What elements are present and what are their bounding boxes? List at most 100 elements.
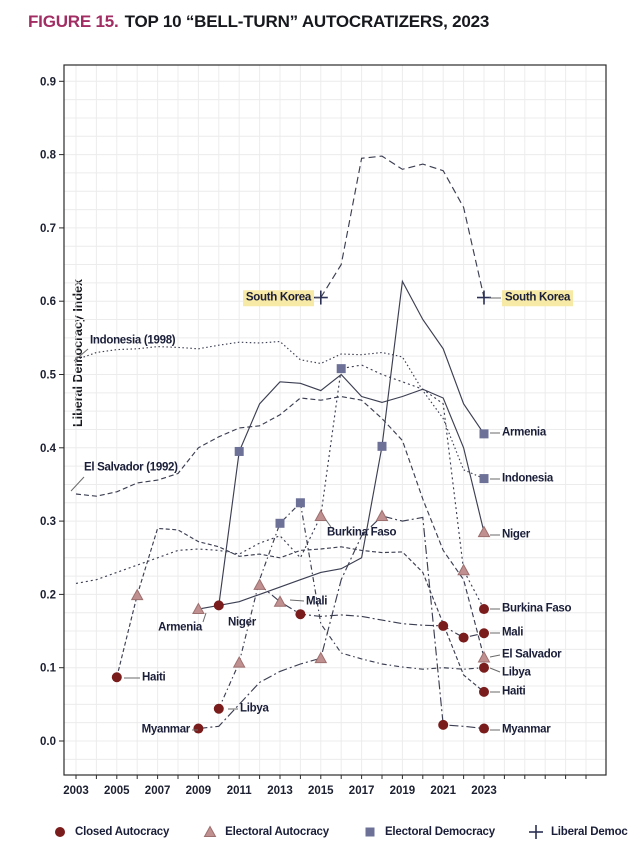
country-label-haiti: Haiti (502, 685, 526, 698)
y-tick-label: 0.7 (40, 223, 56, 235)
x-tick-label: 2021 (430, 785, 456, 797)
circle-legend-icon (55, 827, 65, 837)
plot-border (63, 64, 607, 776)
closed-autocracy-marker (438, 719, 449, 730)
closed-autocracy-marker (55, 827, 65, 837)
country-label-mali: Mali (306, 595, 328, 608)
closed-autocracy-marker (438, 620, 449, 631)
closed-autocracy-marker (479, 686, 489, 697)
country-label-el-salvador: El Salvador (502, 648, 562, 661)
closed-autocracy-marker (479, 723, 489, 734)
series-line-indonesia (75, 340, 485, 480)
series-line-burkina-faso (75, 364, 485, 610)
triangle-legend-icon (203, 825, 217, 837)
country-label-burkina-faso: Burkina Faso (327, 526, 397, 539)
series-line-armenia (198, 279, 485, 610)
closed-autocracy-marker (479, 628, 489, 639)
series-line-libya (218, 501, 485, 709)
series-line-el-salvador (75, 395, 485, 658)
y-tick-label: 0.4 (40, 443, 57, 455)
y-tick-label: 0.6 (40, 296, 56, 308)
series-line-mali (259, 584, 485, 639)
closed-autocracy-marker (479, 604, 489, 615)
country-label-libya: Libya (502, 666, 531, 679)
plus-legend-icon (528, 825, 543, 839)
electoral-democracy-marker (479, 474, 489, 484)
electoral-autocracy-marker (314, 509, 328, 521)
closed-autocracy-marker (193, 723, 204, 734)
legend-label: Liberal Democracy (550, 826, 628, 838)
electoral-democracy-marker (275, 518, 285, 528)
closed-autocracy-marker (111, 672, 122, 683)
line-chart-canvas: 0.0 0.1 0.2 0.3 0.4 0.5 0.6 0.7 0.8 0.9 2003 2005 20… (40, 64, 607, 797)
series-markers (111, 290, 491, 734)
country-label-mali: Mali (502, 626, 524, 639)
x-tick-label: 2023 (471, 785, 497, 797)
legend-item-plus: Liberal Democracy (528, 824, 628, 840)
country-label-indonesia: Indonesia (502, 472, 553, 485)
series-line-haiti (116, 527, 485, 693)
x-tick-label: 2011 (227, 785, 253, 797)
country-label-libya: Libya (240, 702, 269, 715)
legend-item-triangle: Electoral Autocracy (202, 824, 329, 840)
x-tick-label: 2003 (63, 785, 89, 797)
x-tick-label: 2005 (104, 785, 130, 797)
country-label-myanmar: Myanmar (141, 723, 191, 736)
electoral-democracy-marker (336, 364, 346, 374)
country-label-armenia: Armenia (502, 426, 546, 439)
y-tick-label: 0.2 (40, 589, 56, 601)
y-tick-label: 0.1 (40, 663, 57, 675)
electoral-autocracy-marker (130, 588, 144, 601)
series-line-south-korea (320, 155, 485, 298)
closed-autocracy-marker (458, 632, 469, 643)
electoral-democracy-marker (234, 446, 244, 456)
legend-item-circle: Closed Autocracy (52, 824, 169, 840)
country-label-haiti: Haiti (142, 671, 166, 684)
liberal-democracy-marker (528, 825, 543, 839)
axis-ticks: 0.0 0.1 0.2 0.3 0.4 0.5 0.6 0.7 0.8 0.9 2003 2005 20… (40, 76, 587, 797)
series-line-myanmar (198, 515, 485, 730)
country-label-niger: Niger (228, 616, 256, 629)
series-line-niger (218, 373, 485, 606)
legend-label: Electoral Autocracy (225, 826, 329, 838)
y-tick-label: 0.3 (40, 516, 56, 528)
electoral-autocracy-marker (477, 525, 491, 538)
y-tick-label: 0.0 (40, 736, 56, 748)
country-label-south-korea: South Korea (502, 290, 574, 306)
figure-heading: TOP 10 “BELL-TURN” AUTOCRATIZERS, 2023 (124, 12, 490, 31)
closed-autocracy-marker (479, 662, 489, 673)
electoral-autocracy-marker (457, 563, 470, 576)
x-tick-label: 2009 (186, 785, 212, 797)
liberal-democracy-marker (477, 290, 491, 305)
country-label-el-salvador-1992-: El Salvador (1992) (84, 461, 178, 474)
country-label-indonesia-1998-: Indonesia (1998) (90, 334, 176, 347)
electoral-autocracy-marker (314, 651, 328, 664)
y-tick-label: 0.5 (40, 370, 57, 382)
electoral-democracy-marker (295, 498, 305, 508)
electoral-autocracy-marker (477, 650, 491, 663)
electoral-autocracy-marker (273, 595, 287, 607)
electoral-autocracy-marker (203, 825, 217, 837)
x-tick-label: 2015 (308, 785, 334, 797)
closed-autocracy-marker (213, 703, 224, 714)
electoral-autocracy-marker (192, 602, 205, 615)
country-label-south-korea: South Korea (242, 290, 314, 306)
country-label-burkina-faso: Burkina Faso (502, 602, 572, 615)
country-label-myanmar: Myanmar (502, 723, 551, 736)
legend-item-square: Electoral Democracy (362, 824, 495, 840)
closed-autocracy-marker (213, 600, 224, 611)
square-legend-icon (365, 827, 375, 837)
y-tick-label: 0.8 (40, 150, 57, 162)
x-tick-label: 2007 (145, 785, 171, 797)
electoral-democracy-marker (377, 441, 387, 451)
closed-autocracy-marker (295, 609, 306, 620)
x-tick-label: 2017 (349, 785, 375, 797)
electoral-autocracy-marker (375, 509, 389, 521)
figure-title: FIGURE 15. TOP 10 “BELL-TURN” AUTOCRATIZE… (28, 12, 489, 32)
country-label-niger: Niger (502, 528, 530, 541)
electoral-democracy-marker (479, 429, 489, 439)
legend-label: Closed Autocracy (75, 826, 170, 838)
electoral-autocracy-marker (253, 578, 266, 590)
x-tick-label: 2013 (267, 785, 293, 797)
